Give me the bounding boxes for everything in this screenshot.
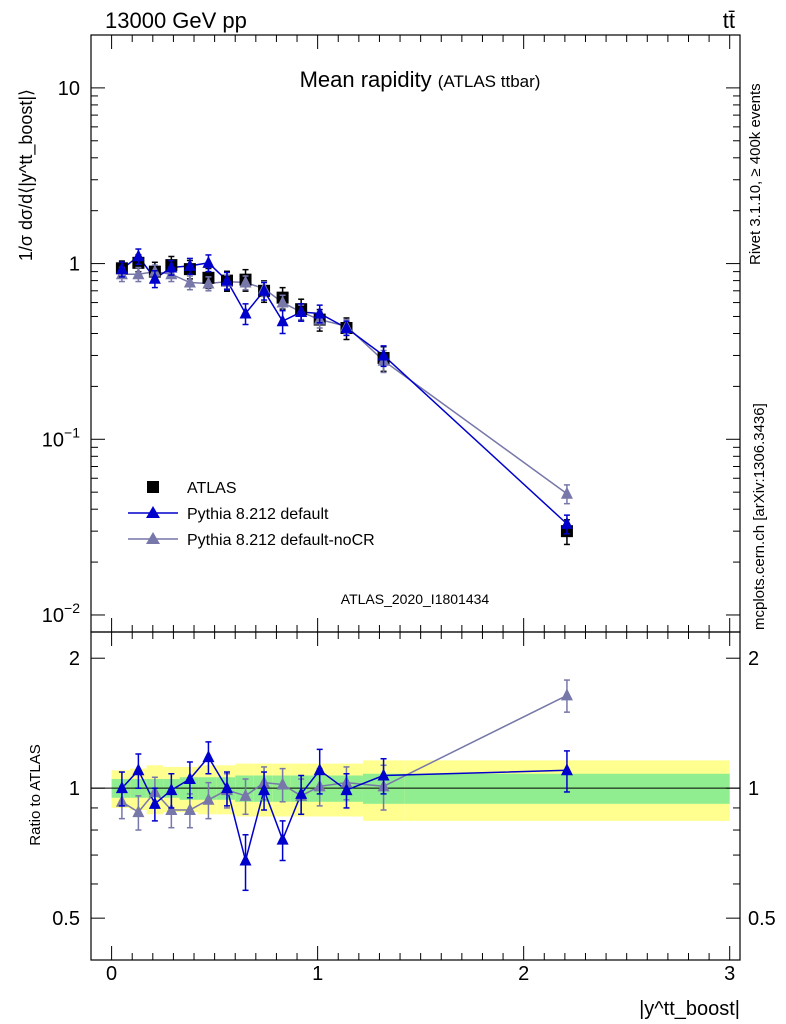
point-nocr-main xyxy=(560,486,573,499)
point-nocr-main xyxy=(202,276,215,289)
y-tick-label-main: 10 xyxy=(58,78,80,100)
point-nocr-ratio xyxy=(132,805,145,818)
point-default-ratio xyxy=(276,832,289,845)
point-default-ratio xyxy=(202,750,215,763)
point-default-ratio xyxy=(295,786,308,799)
point-default-ratio xyxy=(115,781,128,794)
point-nocr-main xyxy=(239,275,252,288)
y-axis-label-main: 1/σ dσ/d⟨|y^tt_boost|⟩ xyxy=(16,89,37,261)
x-tick-label: 3 xyxy=(724,963,735,985)
legend: ATLAS Pythia 8.212 default Pythia 8.212 … xyxy=(128,480,375,549)
point-default-main xyxy=(340,320,353,333)
point-default-ratio xyxy=(258,783,271,796)
point-default-main xyxy=(132,249,145,262)
point-default-main xyxy=(295,305,308,318)
y-tick-label-ratio-right: 0.5 xyxy=(748,908,776,930)
legend-marker-atlas xyxy=(147,481,159,493)
point-default-main xyxy=(313,306,326,319)
line-nocr-main xyxy=(121,270,568,495)
point-nocr-ratio xyxy=(276,777,289,790)
y-tick-label-ratio-left: 1 xyxy=(69,778,80,800)
point-default-ratio xyxy=(313,763,326,776)
point-nocr-main xyxy=(183,275,196,288)
y-axis-label-main-text: 1/σ dσ/d⟨|y^tt_boost|⟩ xyxy=(16,89,37,261)
point-default-main xyxy=(115,262,128,275)
rivet-label: Rivet 3.1.10, ≥ 400k events xyxy=(747,83,764,265)
chart-title: Mean rapidity (ATLAS ttbar) xyxy=(300,67,541,92)
point-nocr-ratio xyxy=(202,792,215,805)
x-axis-label: |y^tt_boost| xyxy=(639,998,740,1020)
y-tick-label-main: 10−1 xyxy=(42,424,80,451)
x-tick-label: 2 xyxy=(518,963,529,985)
y-tick-label-base: 10 xyxy=(42,605,64,627)
analysis-label: ATLAS_2020_I1801434 xyxy=(341,591,490,607)
legend-marker-nocr xyxy=(146,532,160,544)
chart-title-suffix: (ATLAS ttbar) xyxy=(438,72,541,91)
point-nocr-ratio xyxy=(560,688,573,701)
point-default-main xyxy=(183,258,196,271)
x-tick-label: 1 xyxy=(312,963,323,985)
data-markers xyxy=(115,248,573,892)
point-default-main xyxy=(202,255,215,268)
y-tick-label-main: 1 xyxy=(69,254,80,276)
legend-label-nocr: Pythia 8.212 default-noCR xyxy=(187,532,375,549)
point-default-ratio xyxy=(377,768,390,781)
y-tick-label-ratio-left: 0.5 xyxy=(52,908,80,930)
y-tick-label-exp: −1 xyxy=(64,424,80,440)
point-default-ratio xyxy=(239,853,252,866)
point-default-ratio xyxy=(132,763,145,776)
y-tick-label-exp: −2 xyxy=(64,600,80,616)
point-default-main xyxy=(165,260,178,273)
point-default-main xyxy=(258,283,271,296)
ratio-plot-frame xyxy=(90,631,741,961)
y-tick-label-ratio-right: 1 xyxy=(748,778,759,800)
header-right: tt̄ xyxy=(723,8,735,33)
point-default-ratio xyxy=(560,763,573,776)
plot-frames xyxy=(90,34,741,961)
legend-marker-default xyxy=(146,506,160,518)
point-nocr-ratio xyxy=(165,803,178,816)
point-nocr-main xyxy=(132,267,145,280)
point-default-main xyxy=(239,306,252,319)
point-nocr-ratio xyxy=(239,788,252,801)
point-default-ratio xyxy=(165,783,178,796)
point-default-main xyxy=(560,516,573,529)
point-default-ratio xyxy=(148,796,161,809)
legend-label-atlas: ATLAS xyxy=(187,480,237,497)
point-default-ratio xyxy=(220,781,233,794)
y-tick-label-main: 10−2 xyxy=(42,600,80,627)
y-tick-label-ratio-left: 2 xyxy=(69,648,80,670)
mcplots-label: mcplots.cern.ch [arXiv:1306.3436] xyxy=(751,403,768,630)
y-tick-label-base: 10 xyxy=(42,429,64,451)
header-left: 13000 GeV pp xyxy=(105,8,247,33)
point-default-main xyxy=(148,271,161,284)
point-default-main xyxy=(220,273,233,286)
x-tick-label: 0 xyxy=(106,963,117,985)
point-default-ratio xyxy=(340,783,353,796)
point-default-main xyxy=(276,314,289,327)
point-nocr-main xyxy=(276,295,289,308)
y-tick-label-ratio-right: 2 xyxy=(748,648,759,670)
point-default-ratio xyxy=(183,772,196,785)
chart-title-main: Mean rapidity xyxy=(300,67,432,92)
point-default-main xyxy=(377,348,390,361)
y-axis-label-ratio: Ratio to ATLAS xyxy=(27,744,44,845)
point-nocr-ratio xyxy=(183,803,196,816)
legend-label-default: Pythia 8.212 default xyxy=(187,506,329,523)
